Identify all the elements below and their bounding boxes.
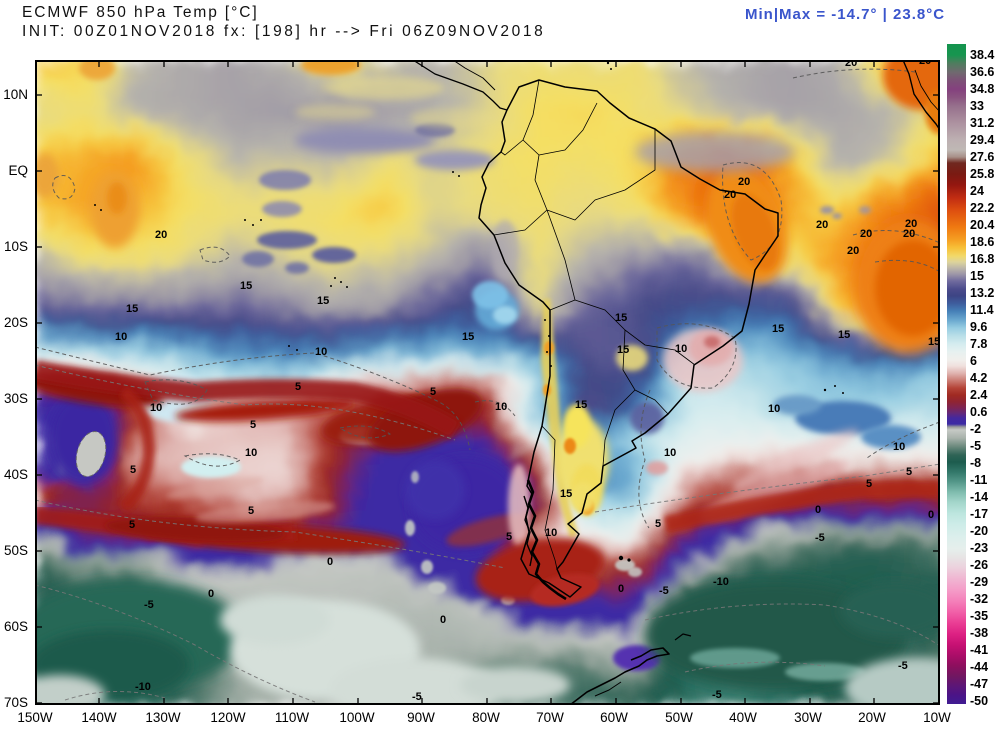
svg-text:15: 15: [615, 312, 627, 324]
svg-text:0: 0: [327, 556, 333, 568]
svg-text:0: 0: [440, 614, 446, 626]
svg-text:0: 0: [815, 504, 821, 516]
svg-text:10: 10: [315, 346, 327, 358]
svg-text:15: 15: [838, 329, 850, 341]
svg-text:10: 10: [664, 447, 676, 459]
svg-text:-5: -5: [898, 660, 908, 672]
svg-text:20: 20: [919, 60, 931, 67]
svg-text:20: 20: [155, 229, 167, 241]
svg-text:-5: -5: [659, 585, 669, 597]
svg-text:-5: -5: [412, 691, 422, 703]
svg-text:-10: -10: [713, 576, 729, 588]
svg-text:15: 15: [240, 280, 252, 292]
svg-text:10: 10: [893, 441, 905, 453]
svg-text:15: 15: [617, 344, 629, 356]
svg-text:10: 10: [115, 331, 127, 343]
svg-text:5: 5: [506, 531, 512, 543]
svg-text:15: 15: [928, 336, 940, 348]
svg-text:20: 20: [845, 60, 857, 69]
svg-text:15: 15: [772, 323, 784, 335]
svg-text:-10: -10: [135, 681, 151, 693]
svg-text:10: 10: [768, 403, 780, 415]
svg-text:20: 20: [738, 176, 750, 188]
svg-text:-5: -5: [144, 599, 154, 611]
svg-text:15: 15: [462, 331, 474, 343]
svg-text:15: 15: [317, 295, 329, 307]
svg-text:20: 20: [903, 228, 915, 240]
svg-text:20: 20: [860, 228, 872, 240]
svg-text:20: 20: [816, 219, 828, 231]
svg-text:5: 5: [250, 419, 256, 431]
svg-text:5: 5: [248, 505, 254, 517]
svg-text:5: 5: [866, 478, 872, 490]
svg-text:15: 15: [575, 399, 587, 411]
svg-text:5: 5: [430, 386, 436, 398]
svg-text:5: 5: [655, 518, 661, 530]
svg-text:5: 5: [129, 519, 135, 531]
svg-text:0: 0: [618, 583, 624, 595]
svg-text:10: 10: [495, 401, 507, 413]
svg-text:-5: -5: [815, 532, 825, 544]
svg-text:0: 0: [208, 588, 214, 600]
svg-text:15: 15: [560, 488, 572, 500]
svg-text:10: 10: [150, 402, 162, 414]
svg-text:5: 5: [295, 381, 301, 393]
svg-text:10: 10: [675, 343, 687, 355]
svg-text:0: 0: [928, 509, 934, 521]
svg-text:10: 10: [245, 447, 257, 459]
svg-text:20: 20: [724, 189, 736, 201]
svg-text:15: 15: [126, 303, 138, 315]
svg-text:20: 20: [905, 218, 917, 230]
svg-text:5: 5: [906, 466, 912, 478]
svg-text:10: 10: [545, 527, 557, 539]
svg-text:20: 20: [847, 245, 859, 257]
svg-text:5: 5: [130, 464, 136, 476]
svg-text:-5: -5: [712, 689, 722, 701]
